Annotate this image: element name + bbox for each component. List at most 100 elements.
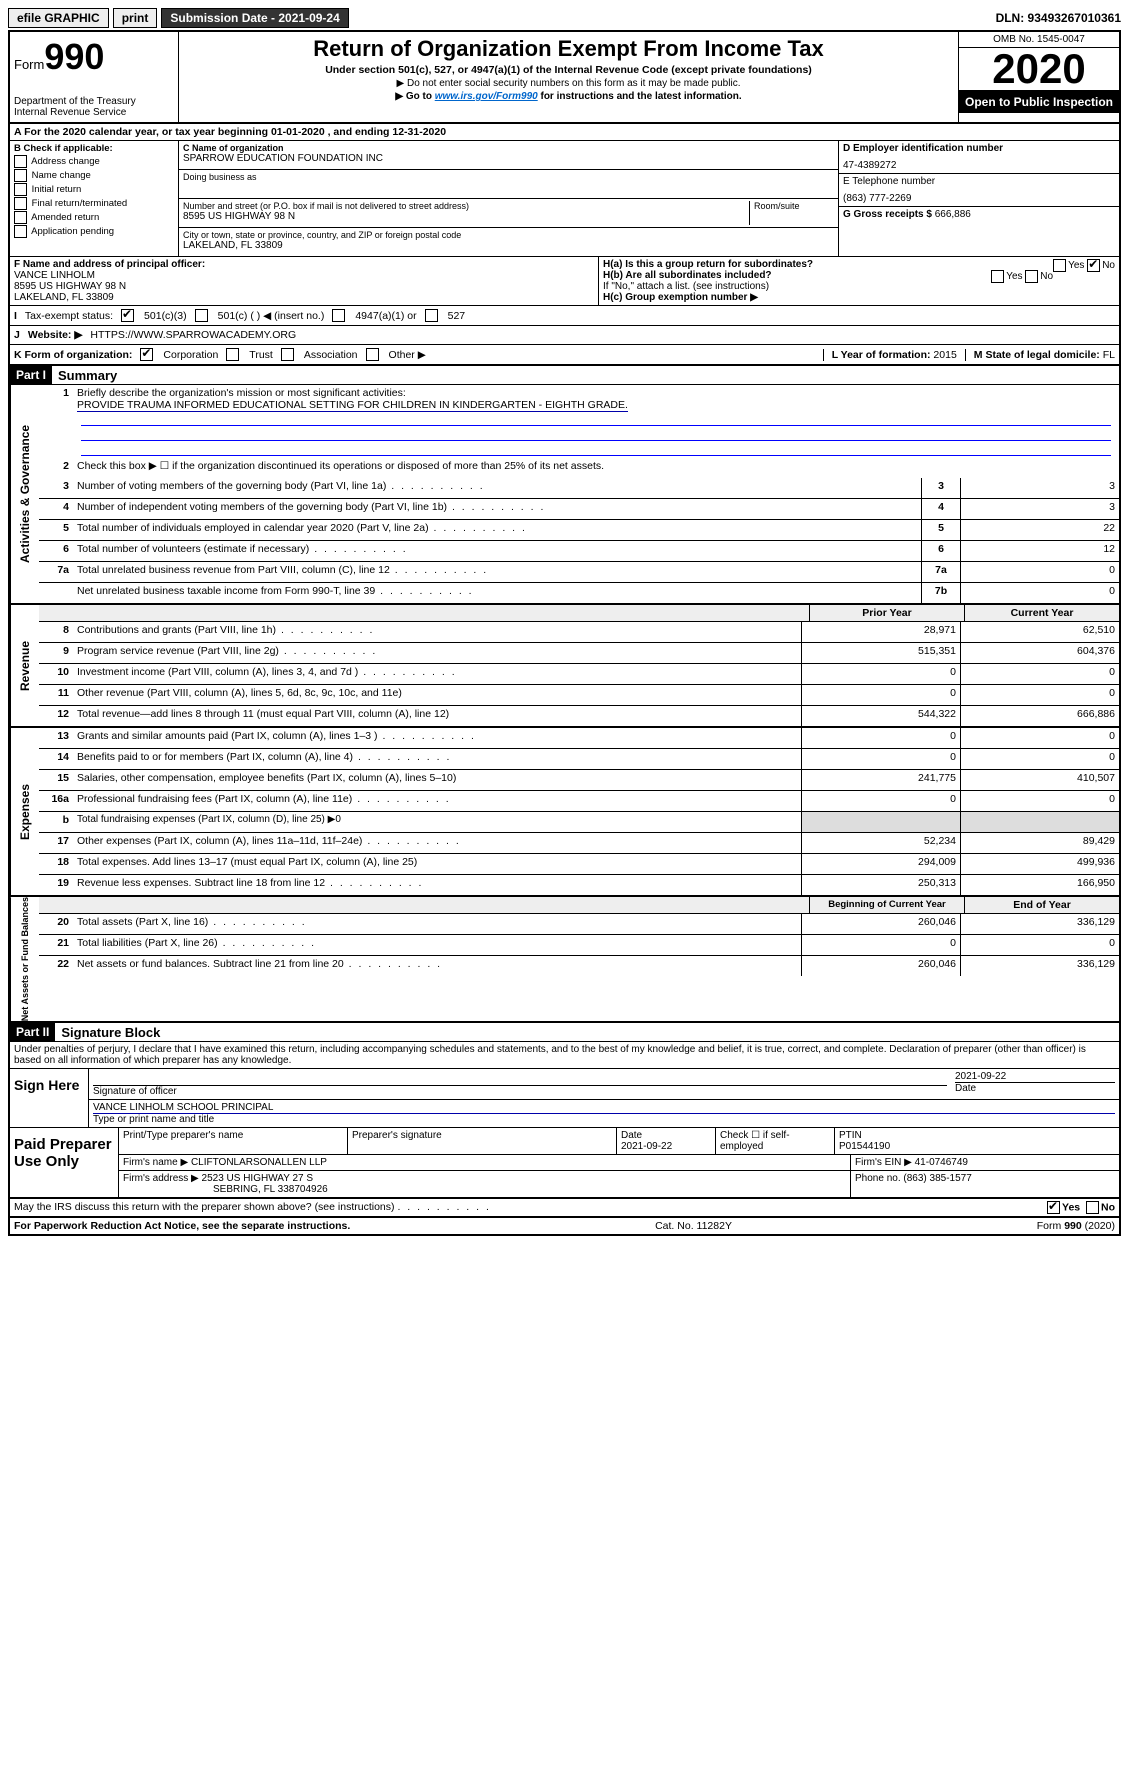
gross-value: 666,886	[935, 209, 971, 220]
sidebar-expenses: Expenses	[10, 728, 39, 895]
p10: 0	[801, 664, 960, 684]
check-name[interactable]	[14, 169, 27, 182]
c22: 336,129	[960, 956, 1119, 976]
form-title: Return of Organization Exempt From Incom…	[187, 36, 950, 62]
line10: Investment income (Part VIII, column (A)…	[73, 664, 801, 684]
sign-here-label: Sign Here	[10, 1069, 88, 1127]
c18: 499,936	[960, 854, 1119, 874]
p15: 241,775	[801, 770, 960, 790]
line1-label: Briefly describe the organization's miss…	[77, 387, 406, 399]
p20: 260,046	[801, 914, 960, 934]
dept-treasury: Department of the Treasury	[14, 96, 174, 107]
irs-label: Internal Revenue Service	[14, 107, 174, 118]
p14: 0	[801, 749, 960, 769]
ha-no[interactable]	[1087, 259, 1100, 272]
ptin: P01544190	[839, 1141, 890, 1152]
line7a: Total unrelated business revenue from Pa…	[73, 562, 921, 582]
line6: Total number of volunteers (estimate if …	[73, 541, 921, 561]
ha-yes[interactable]	[1053, 259, 1066, 272]
ha-label: H(a) Is this a group return for subordin…	[603, 259, 813, 270]
p8: 28,971	[801, 622, 960, 642]
footer-left: For Paperwork Reduction Act Notice, see …	[14, 1220, 350, 1232]
check-corp[interactable]	[140, 348, 153, 361]
tax-year: 2020	[959, 48, 1119, 91]
c10: 0	[960, 664, 1119, 684]
street-label: Number and street (or P.O. box if mail i…	[183, 201, 749, 211]
discuss-yes[interactable]	[1047, 1201, 1060, 1214]
state-domicile: FL	[1103, 349, 1115, 361]
beg-year-header: Beginning of Current Year	[809, 897, 964, 913]
val7b: 0	[960, 583, 1119, 603]
check-address[interactable]	[14, 155, 27, 168]
sidebar-netassets: Net Assets or Fund Balances	[10, 897, 39, 1021]
line16b: Total fundraising expenses (Part IX, col…	[73, 812, 801, 832]
instructions-note: ▶ Go to www.irs.gov/Form990 for instruct…	[187, 91, 950, 102]
firm-addr1: 2523 US HIGHWAY 27 S	[202, 1173, 314, 1184]
check-amended[interactable]	[14, 211, 27, 224]
c11: 0	[960, 685, 1119, 705]
org-name-label: C Name of organization	[183, 143, 834, 153]
check-assoc[interactable]	[281, 348, 294, 361]
firm-ein: 41-0746749	[915, 1157, 968, 1168]
perjury-text: Under penalties of perjury, I declare th…	[10, 1042, 1119, 1069]
val7a: 0	[960, 562, 1119, 582]
gross-label: G Gross receipts $	[843, 209, 932, 220]
line5: Total number of individuals employed in …	[73, 520, 921, 540]
c8: 62,510	[960, 622, 1119, 642]
c17: 89,429	[960, 833, 1119, 853]
hb-no[interactable]	[1025, 270, 1038, 283]
part1-title: Summary	[52, 368, 117, 383]
prep-name-label: Print/Type preparer's name	[119, 1128, 348, 1154]
top-bar: efile GRAPHIC print Submission Date - 20…	[8, 8, 1121, 28]
line9: Program service revenue (Part VIII, line…	[73, 643, 801, 663]
dln: DLN: 93493267010361	[996, 11, 1121, 25]
open-public: Open to Public Inspection	[959, 91, 1119, 113]
line14: Benefits paid to or for members (Part IX…	[73, 749, 801, 769]
officer-typed-name: VANCE LINHOLM SCHOOL PRINCIPAL	[93, 1102, 1115, 1114]
line4: Number of independent voting members of …	[73, 499, 921, 519]
discuss-no[interactable]	[1086, 1201, 1099, 1214]
hb-yes[interactable]	[991, 270, 1004, 283]
part1-header: Part I	[10, 366, 52, 384]
c13: 0	[960, 728, 1119, 748]
irs-link[interactable]: www.irs.gov/Form990	[435, 91, 538, 102]
form-990: Form990 Department of the Treasury Inter…	[8, 30, 1121, 1236]
hc-label: H(c) Group exemption number ▶	[603, 292, 1115, 303]
mission-text: PROVIDE TRAUMA INFORMED EDUCATIONAL SETT…	[77, 399, 628, 412]
prep-sig-label: Preparer's signature	[348, 1128, 617, 1154]
efile-button[interactable]: efile GRAPHIC	[8, 8, 109, 28]
line7b: Net unrelated business taxable income fr…	[73, 583, 921, 603]
tax-period: A For the 2020 calendar year, or tax yea…	[10, 124, 1119, 141]
line21: Total liabilities (Part X, line 26)	[73, 935, 801, 955]
c21: 0	[960, 935, 1119, 955]
phone-value: (863) 777-2269	[843, 193, 1115, 204]
officer-addr2: LAKELAND, FL 33809	[14, 292, 594, 303]
c14: 0	[960, 749, 1119, 769]
check-other[interactable]	[366, 348, 379, 361]
c20: 336,129	[960, 914, 1119, 934]
val4: 3	[960, 499, 1119, 519]
ein-value: 47-4389272	[843, 160, 1115, 171]
discuss-text: May the IRS discuss this return with the…	[14, 1201, 395, 1213]
check-initial[interactable]	[14, 183, 27, 196]
check-501c[interactable]	[195, 309, 208, 322]
print-button[interactable]: print	[113, 8, 158, 28]
part2-header: Part II	[10, 1023, 55, 1041]
self-employed: Check ☐ if self-employed	[716, 1128, 835, 1154]
officer-name: VANCE LINHOLM	[14, 270, 594, 281]
check-527[interactable]	[425, 309, 438, 322]
name-title-label: Type or print name and title	[93, 1114, 1115, 1125]
check-501c3[interactable]	[121, 309, 134, 322]
form-subtitle: Under section 501(c), 527, or 4947(a)(1)…	[187, 64, 950, 76]
check-4947[interactable]	[332, 309, 345, 322]
check-trust[interactable]	[226, 348, 239, 361]
sig-officer-label: Signature of officer	[93, 1085, 947, 1097]
check-application[interactable]	[14, 225, 27, 238]
line11: Other revenue (Part VIII, column (A), li…	[73, 685, 801, 705]
street-address: 8595 US HIGHWAY 98 N	[183, 211, 749, 222]
officer-label: F Name and address of principal officer:	[14, 259, 594, 270]
part2-title: Signature Block	[55, 1025, 160, 1040]
check-final[interactable]	[14, 197, 27, 210]
ssn-note: ▶ Do not enter social security numbers o…	[187, 78, 950, 89]
city-value: LAKELAND, FL 33809	[183, 240, 834, 251]
